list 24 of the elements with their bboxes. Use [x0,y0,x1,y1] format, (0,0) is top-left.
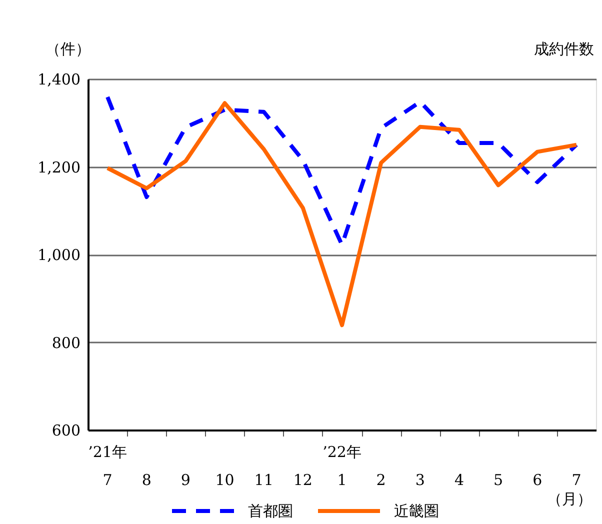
x-tick-label: 7 [572,471,582,489]
chart-title: 成約件数 [534,40,594,58]
x-tick-label: 11 [254,471,274,489]
x-tick-label: 10 [215,471,234,489]
x-tick-label: 8 [142,471,152,489]
x-axis-title: （月） [547,490,592,508]
x-tick-label: 9 [180,471,190,489]
x-tick-label: ’22年 1 [322,443,362,489]
x-tick-label: 12 [293,471,312,489]
y-tick-label: 800 [52,334,80,352]
legend-label: 近畿圏 [394,502,439,520]
x-tick-label: 6 [532,471,542,489]
x-tick-label: 3 [415,471,425,489]
y-tick-label: 1,200 [38,158,80,176]
y-tick-label: 1,000 [38,246,80,264]
x-tick-label: 5 [494,471,504,489]
x-tick-label: 4 [454,471,464,489]
y-tick-label: 1,400 [38,70,80,88]
x-tick-label: ’21年 7 [88,443,127,489]
x-tick-label: 2 [376,471,386,489]
line-series [106,101,578,328]
y-axis-title: （件） [46,40,90,58]
legend-label: 首都圏 [248,502,293,520]
y-tick-label: 600 [52,422,80,440]
